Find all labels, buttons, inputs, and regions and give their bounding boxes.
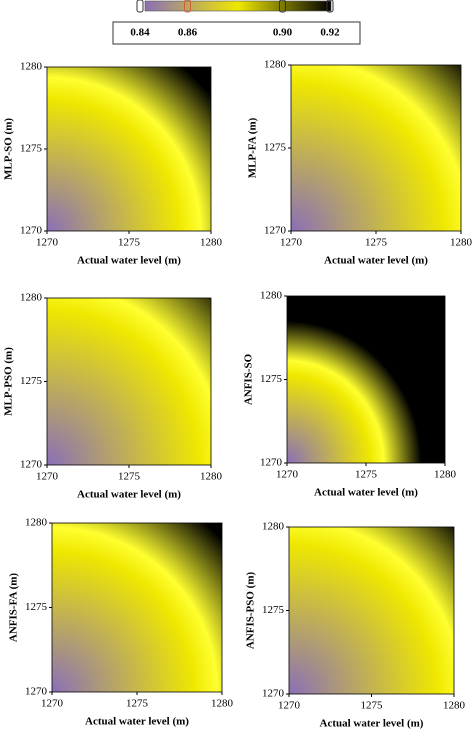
y-axis-label: MLP-PSO (m) [3,347,15,416]
heatmap [290,64,462,232]
y-tick-label: 1270 [25,686,48,698]
y-tick-label: 1280 [20,61,43,73]
x-tick-label: 1275 [118,471,141,483]
y-tick-label: 1270 [20,459,43,471]
y-axis-label: ANFIS-PSO (m) [245,572,257,650]
colorbar-tick-label: 0.92 [320,27,340,39]
y-axis-label: MLP-FA (m) [247,117,259,178]
x-tick-label: 1275 [365,237,388,249]
y-tick-label: 1275 [25,601,48,613]
y-tick-label: 1275 [20,143,43,155]
y-axis-label: ANFIS-FA (m) [8,573,20,642]
heatmap [288,526,455,695]
y-tick-label: 1275 [264,142,287,154]
colorbar-handle [326,0,334,13]
x-axis-label: Actual water level (m) [77,255,181,267]
y-tick-label: 1280 [262,521,285,533]
x-tick-label: 1280 [443,700,466,712]
y-tick-label: 1270 [260,457,283,469]
colorbar-tick-label: 0.90 [273,27,293,39]
x-tick-label: 1275 [355,469,378,481]
colorbar-handle [279,0,286,13]
y-axis-label: ANFIS-SO [243,353,255,405]
x-axis-label: Actual water level (m) [85,716,189,728]
x-tick-label: 1270 [41,698,64,710]
x-axis-label: Actual water level (m) [324,255,428,267]
x-tick-label: 1280 [450,237,473,249]
colorbar-label-box [112,21,361,45]
colorbar-tick-label: 0.84 [130,27,150,39]
y-tick-label: 1280 [20,292,43,304]
x-tick-label: 1270 [276,469,299,481]
y-tick-label: 1275 [20,375,43,387]
x-tick-label: 1275 [126,698,149,710]
x-tick-label: 1275 [361,700,384,712]
y-tick-label: 1270 [264,225,287,237]
x-tick-label: 1270 [36,237,59,249]
colorbar-handle [184,0,191,13]
y-tick-label: 1280 [260,290,283,302]
x-tick-label: 1270 [36,471,59,483]
heatmap [286,295,446,464]
x-tick-label: 1280 [211,698,234,710]
x-tick-label: 1270 [278,700,301,712]
y-tick-label: 1280 [264,59,287,71]
colorbar-handle [136,0,144,13]
colorbar-tick-label: 0.86 [178,27,198,39]
y-tick-label: 1270 [20,225,43,237]
x-tick-label: 1280 [200,237,223,249]
x-axis-label: Actual water level (m) [314,487,418,499]
heatmap [46,297,212,466]
y-tick-label: 1270 [262,688,285,700]
y-tick-label: 1275 [260,373,283,385]
x-axis-label: Actual water level (m) [320,718,424,730]
colorbar [144,0,332,12]
y-tick-label: 1280 [25,517,48,529]
x-tick-label: 1280 [200,471,223,483]
heatmap [46,66,212,232]
x-axis-label: Actual water level (m) [77,489,181,501]
x-tick-label: 1270 [280,237,303,249]
y-axis-label: MLP-SO (m) [3,118,15,180]
x-tick-label: 1280 [434,469,457,481]
x-tick-label: 1275 [118,237,141,249]
y-tick-label: 1275 [262,604,285,616]
heatmap [51,522,223,693]
